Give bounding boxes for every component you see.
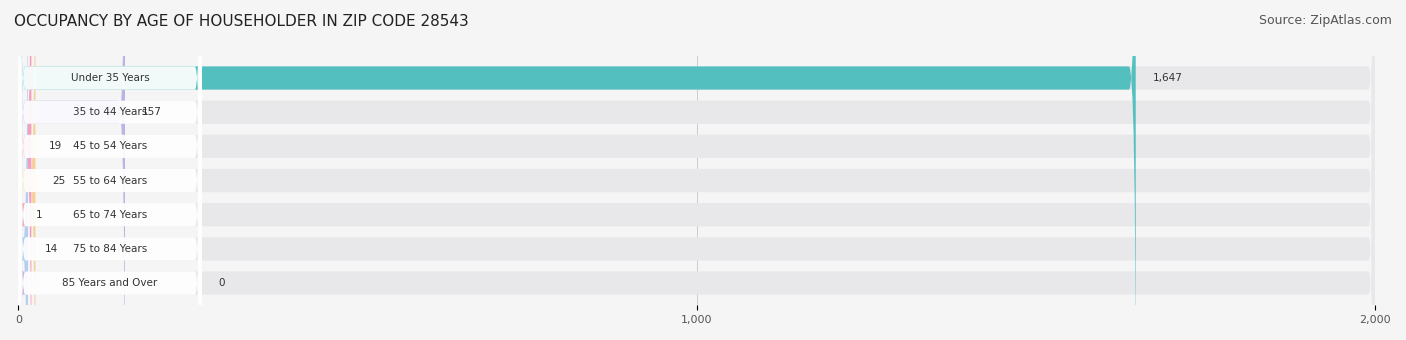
FancyBboxPatch shape (18, 0, 35, 340)
Text: 85 Years and Over: 85 Years and Over (62, 278, 157, 288)
FancyBboxPatch shape (18, 0, 1375, 340)
FancyBboxPatch shape (18, 0, 1375, 340)
Text: Source: ZipAtlas.com: Source: ZipAtlas.com (1258, 14, 1392, 27)
FancyBboxPatch shape (18, 0, 1375, 340)
FancyBboxPatch shape (18, 0, 125, 340)
Text: 0: 0 (218, 278, 225, 288)
Text: 45 to 54 Years: 45 to 54 Years (73, 141, 148, 151)
FancyBboxPatch shape (18, 0, 201, 340)
Text: 25: 25 (52, 175, 66, 186)
Text: 14: 14 (45, 244, 58, 254)
FancyBboxPatch shape (18, 0, 201, 340)
FancyBboxPatch shape (13, 0, 25, 340)
FancyBboxPatch shape (18, 0, 1136, 340)
Text: 157: 157 (142, 107, 162, 117)
Text: OCCUPANCY BY AGE OF HOUSEHOLDER IN ZIP CODE 28543: OCCUPANCY BY AGE OF HOUSEHOLDER IN ZIP C… (14, 14, 468, 29)
FancyBboxPatch shape (18, 0, 201, 340)
Text: 19: 19 (48, 141, 62, 151)
FancyBboxPatch shape (18, 0, 1375, 340)
Text: 75 to 84 Years: 75 to 84 Years (73, 244, 148, 254)
Text: Under 35 Years: Under 35 Years (70, 73, 149, 83)
FancyBboxPatch shape (18, 0, 201, 340)
FancyBboxPatch shape (18, 0, 28, 340)
FancyBboxPatch shape (18, 0, 1375, 340)
FancyBboxPatch shape (18, 0, 31, 340)
FancyBboxPatch shape (18, 0, 201, 340)
FancyBboxPatch shape (18, 0, 201, 340)
Text: 35 to 44 Years: 35 to 44 Years (73, 107, 148, 117)
FancyBboxPatch shape (13, 0, 25, 340)
FancyBboxPatch shape (18, 0, 201, 340)
Text: 1,647: 1,647 (1153, 73, 1182, 83)
FancyBboxPatch shape (18, 0, 1375, 340)
FancyBboxPatch shape (18, 0, 1375, 340)
Text: 1: 1 (37, 210, 42, 220)
Text: 65 to 74 Years: 65 to 74 Years (73, 210, 148, 220)
Text: 55 to 64 Years: 55 to 64 Years (73, 175, 148, 186)
